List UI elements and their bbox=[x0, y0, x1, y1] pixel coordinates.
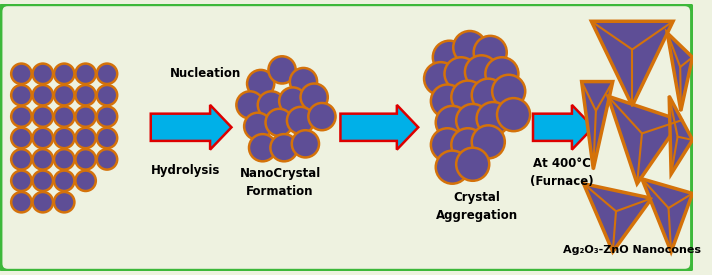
Circle shape bbox=[308, 103, 335, 130]
Polygon shape bbox=[608, 96, 681, 184]
Circle shape bbox=[431, 128, 464, 161]
Text: Nucleation: Nucleation bbox=[170, 67, 241, 80]
Circle shape bbox=[292, 130, 319, 158]
Circle shape bbox=[492, 75, 525, 108]
Circle shape bbox=[54, 106, 75, 127]
Circle shape bbox=[258, 91, 285, 119]
Text: Ag₂O₃-ZnO Nanocones: Ag₂O₃-ZnO Nanocones bbox=[563, 245, 701, 255]
Circle shape bbox=[247, 70, 274, 97]
Circle shape bbox=[454, 31, 486, 64]
Circle shape bbox=[444, 57, 478, 90]
Circle shape bbox=[11, 128, 31, 148]
Circle shape bbox=[54, 170, 75, 191]
Circle shape bbox=[456, 104, 489, 137]
Circle shape bbox=[75, 64, 96, 84]
Polygon shape bbox=[584, 184, 651, 252]
Circle shape bbox=[271, 134, 298, 161]
Circle shape bbox=[424, 62, 457, 95]
Circle shape bbox=[451, 81, 484, 114]
Circle shape bbox=[33, 64, 53, 84]
FancyArrow shape bbox=[340, 105, 418, 150]
Text: NanoCrystal
Formation: NanoCrystal Formation bbox=[239, 167, 320, 198]
Circle shape bbox=[473, 36, 507, 69]
Polygon shape bbox=[592, 21, 673, 106]
Circle shape bbox=[451, 128, 484, 161]
Circle shape bbox=[75, 149, 96, 170]
Circle shape bbox=[436, 106, 468, 139]
Circle shape bbox=[268, 56, 295, 84]
FancyBboxPatch shape bbox=[0, 4, 693, 271]
Circle shape bbox=[436, 151, 468, 184]
Circle shape bbox=[266, 109, 293, 136]
Circle shape bbox=[433, 41, 466, 74]
Circle shape bbox=[75, 128, 96, 148]
Text: At 400°C
(Furnace): At 400°C (Furnace) bbox=[530, 158, 594, 188]
Circle shape bbox=[300, 84, 328, 111]
Circle shape bbox=[11, 106, 31, 127]
Polygon shape bbox=[642, 179, 693, 252]
Circle shape bbox=[33, 149, 53, 170]
Circle shape bbox=[54, 85, 75, 105]
Circle shape bbox=[486, 57, 518, 90]
Circle shape bbox=[97, 128, 117, 148]
Circle shape bbox=[54, 64, 75, 84]
Circle shape bbox=[75, 170, 96, 191]
Circle shape bbox=[97, 106, 117, 127]
Circle shape bbox=[290, 68, 317, 95]
Circle shape bbox=[75, 85, 96, 105]
Circle shape bbox=[97, 85, 117, 105]
Circle shape bbox=[287, 107, 314, 134]
Circle shape bbox=[97, 64, 117, 84]
Circle shape bbox=[476, 102, 510, 135]
Circle shape bbox=[11, 170, 31, 191]
Circle shape bbox=[279, 87, 306, 115]
Circle shape bbox=[33, 170, 53, 191]
FancyArrow shape bbox=[533, 105, 593, 150]
Circle shape bbox=[456, 148, 489, 181]
Circle shape bbox=[244, 113, 271, 140]
Circle shape bbox=[465, 55, 498, 88]
Circle shape bbox=[431, 84, 464, 117]
Circle shape bbox=[249, 134, 276, 161]
Circle shape bbox=[33, 128, 53, 148]
Circle shape bbox=[75, 106, 96, 127]
Circle shape bbox=[497, 98, 530, 131]
Circle shape bbox=[472, 125, 505, 158]
Circle shape bbox=[472, 79, 505, 112]
Circle shape bbox=[54, 192, 75, 212]
Polygon shape bbox=[582, 82, 613, 169]
Text: Hydrolysis: Hydrolysis bbox=[151, 164, 220, 177]
Circle shape bbox=[97, 149, 117, 170]
Circle shape bbox=[33, 106, 53, 127]
Text: Crystal
Aggregation: Crystal Aggregation bbox=[436, 191, 518, 221]
Circle shape bbox=[236, 91, 263, 119]
Polygon shape bbox=[669, 96, 693, 174]
Polygon shape bbox=[667, 33, 693, 111]
Circle shape bbox=[54, 128, 75, 148]
Circle shape bbox=[11, 64, 31, 84]
Circle shape bbox=[54, 149, 75, 170]
Circle shape bbox=[33, 85, 53, 105]
Circle shape bbox=[33, 192, 53, 212]
Circle shape bbox=[11, 192, 31, 212]
Circle shape bbox=[11, 85, 31, 105]
Circle shape bbox=[11, 149, 31, 170]
FancyArrow shape bbox=[151, 105, 231, 150]
